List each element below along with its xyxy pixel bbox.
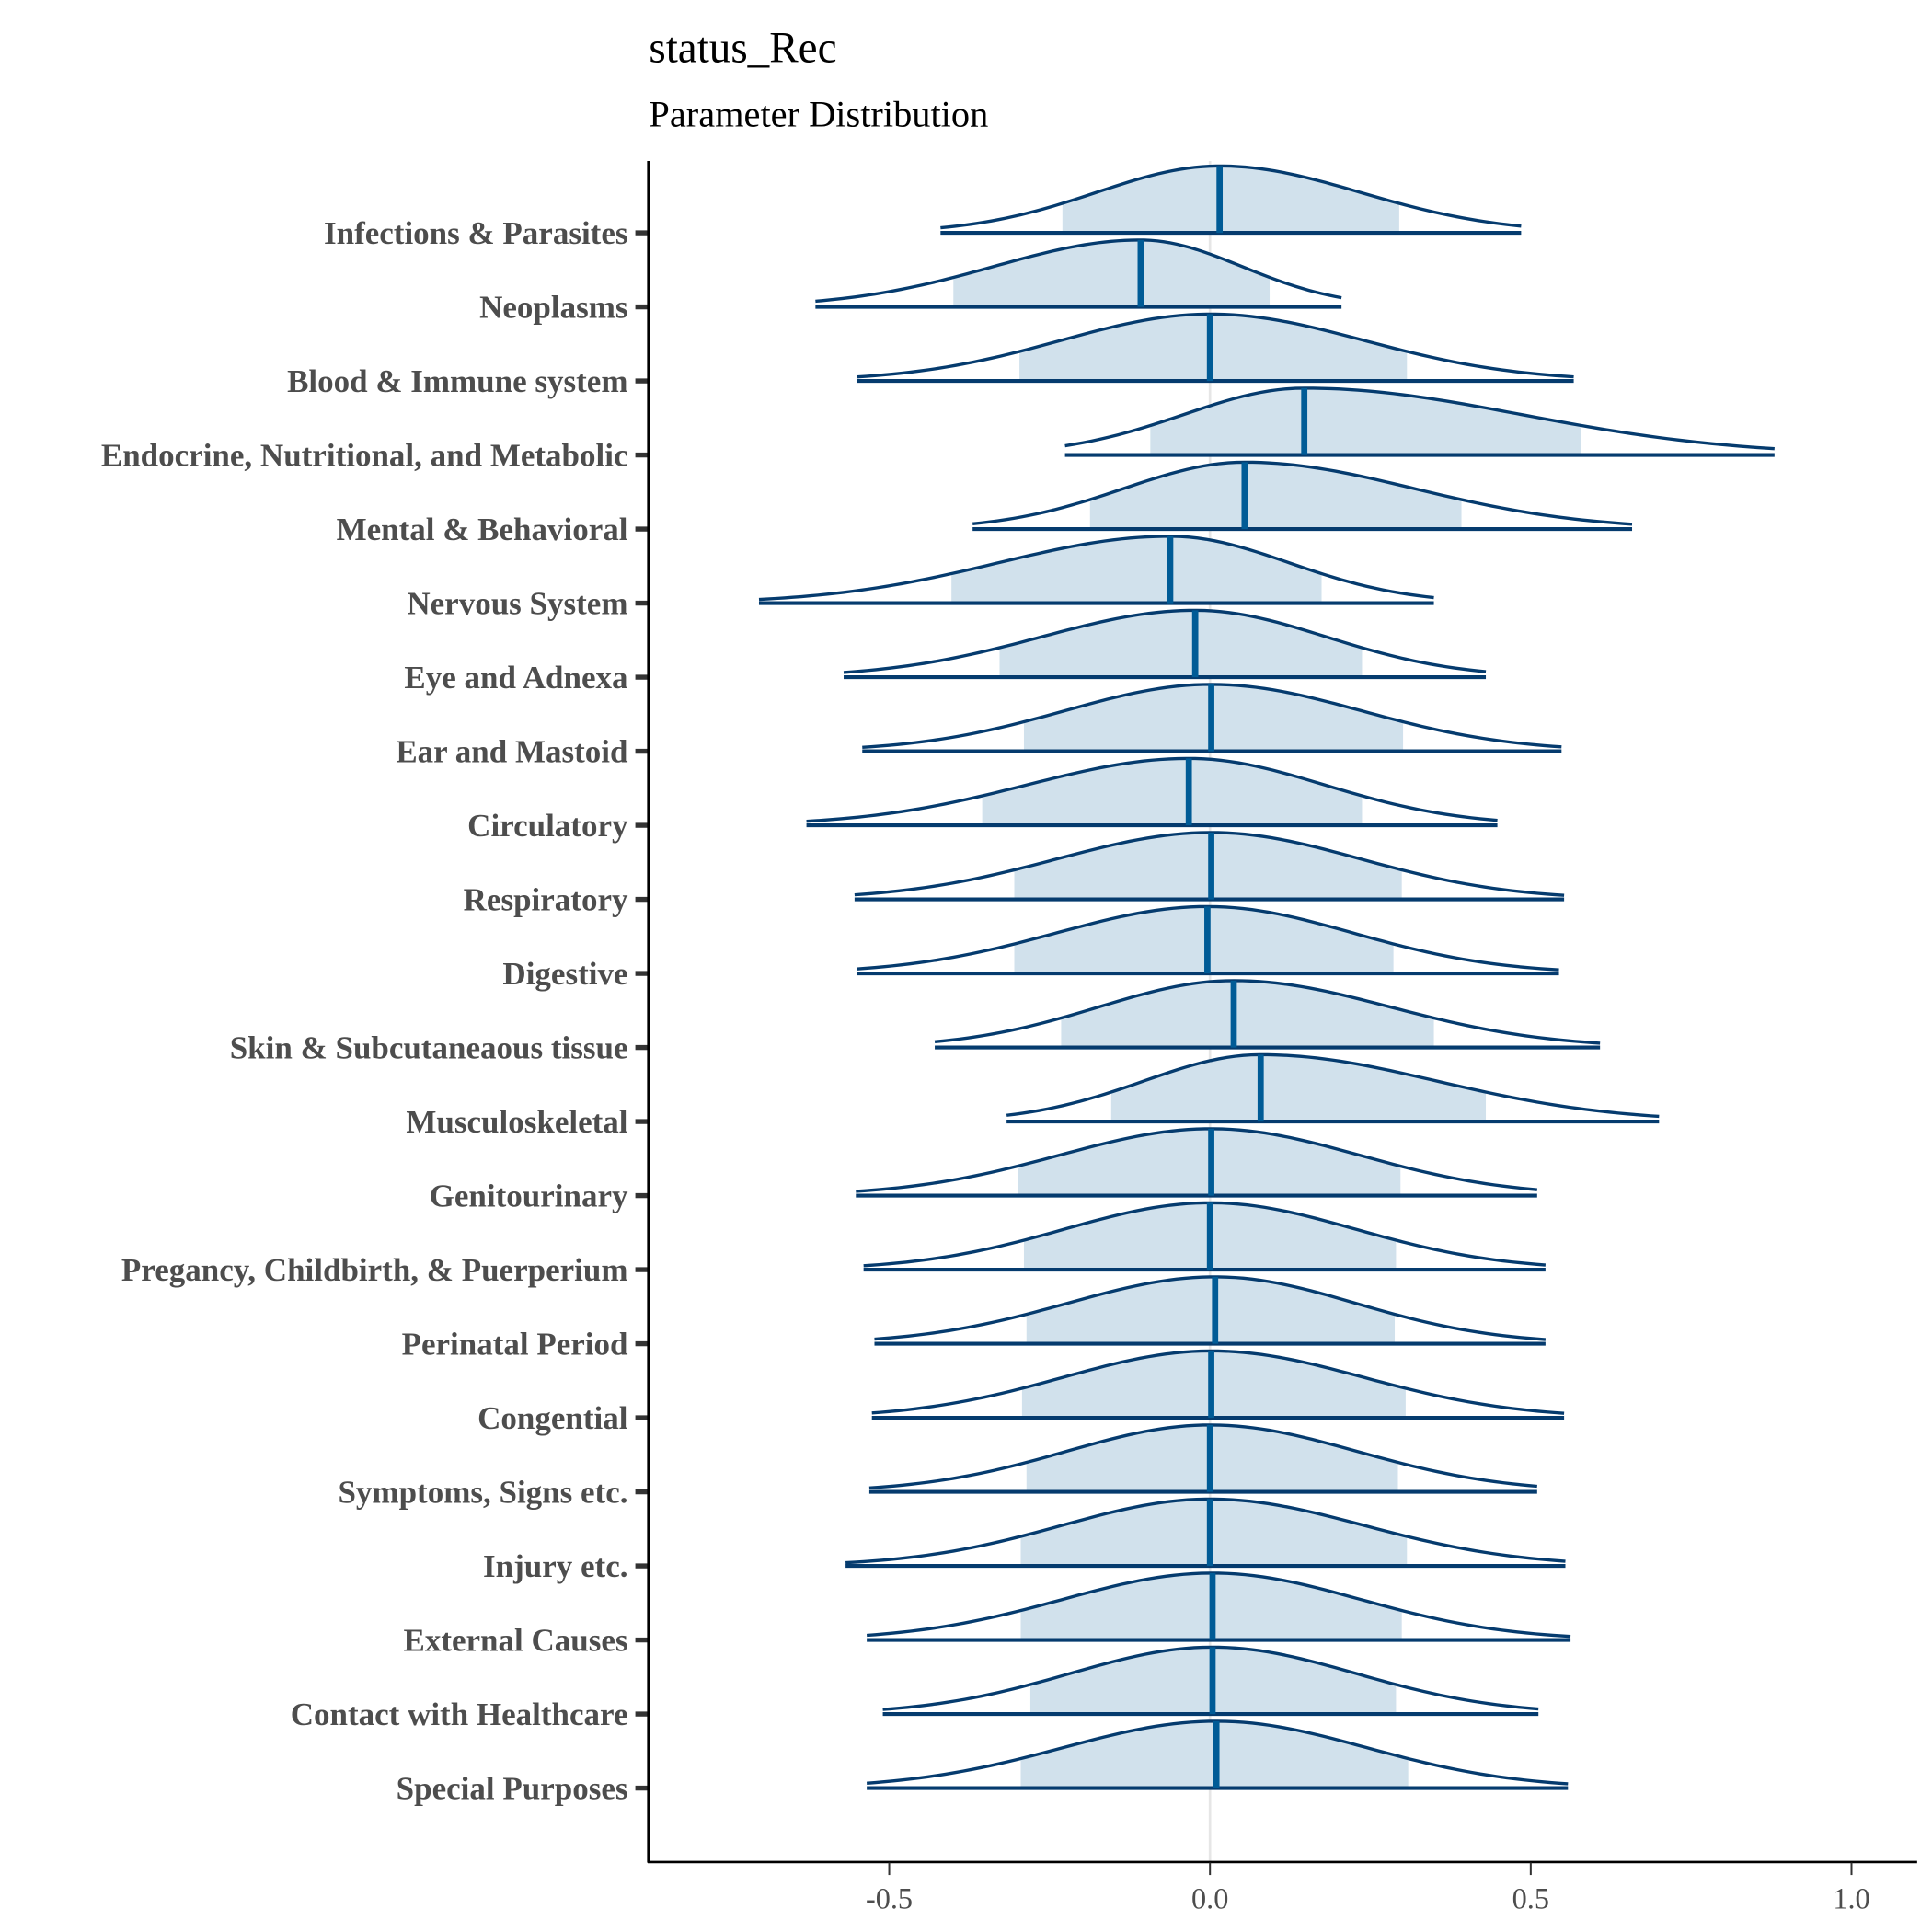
interval-area (1026, 1276, 1396, 1344)
y-tick-label: Special Purposes (397, 1771, 628, 1807)
interval-area (1014, 832, 1402, 900)
y-tick-label: Contact with Healthcare (291, 1696, 628, 1732)
ridge (806, 756, 1498, 828)
ridge (874, 1275, 1547, 1346)
density-curve (863, 1201, 1547, 1268)
chart-title: status_Rec (649, 24, 836, 72)
density-curve (868, 1423, 1537, 1489)
y-tick-label: Mental & Behavioral (337, 512, 628, 547)
density-curve (758, 535, 1434, 602)
density-curve (934, 979, 1601, 1045)
interval-area (1062, 166, 1399, 234)
y-tick-label: Eye and Adnexa (404, 660, 627, 696)
ridge (1006, 1052, 1660, 1124)
y-tick-label: Circulatory (467, 808, 628, 844)
interval-area (953, 239, 1271, 307)
ridge (815, 238, 1342, 309)
density-curve (815, 238, 1342, 304)
y-tick-label: Injury etc. (483, 1548, 627, 1584)
x-axis-ticks: -0.5 0.0 0.5 1.0 (866, 1862, 1870, 1915)
interval-area (1110, 1054, 1487, 1122)
ridge (882, 1645, 1539, 1717)
ridge (1064, 386, 1775, 457)
interval-area (1150, 387, 1581, 455)
interval-area (951, 535, 1322, 604)
density-curve (874, 1275, 1547, 1341)
y-tick-label: Ear and Mastoid (396, 734, 628, 770)
ridge (758, 535, 1434, 605)
ridge (854, 831, 1565, 902)
interval-area (1020, 1499, 1408, 1567)
y-tick-label: Skin & Subcutaneaous tissue (230, 1030, 628, 1066)
y-tick-label: Digestive (502, 956, 627, 992)
ridge (863, 1201, 1547, 1272)
density-curve (1006, 1052, 1660, 1119)
density-curve (940, 164, 1522, 230)
ridge (862, 683, 1562, 753)
density-curve (871, 1349, 1565, 1415)
ridge (934, 979, 1601, 1050)
ridge (940, 164, 1522, 236)
ridge (843, 608, 1487, 680)
y-tick-label: Symptoms, Signs etc. (338, 1475, 627, 1511)
y-tick-label: Neoplasms (479, 290, 627, 326)
ridge (857, 904, 1559, 976)
density-curve (806, 756, 1498, 823)
density-curve (843, 608, 1487, 674)
density-curve (856, 1127, 1537, 1193)
density-curve (972, 460, 1633, 526)
y-tick-label: Congential (477, 1400, 628, 1436)
chart-subtitle: Parameter Distribution (649, 93, 988, 134)
ridge (867, 1719, 1569, 1790)
ridge (857, 312, 1574, 384)
y-tick-label: Infections & Parasites (324, 215, 628, 251)
interval-area (1061, 980, 1434, 1048)
y-axis-labels: Infections & Parasites Neoplasms Blood & I… (101, 215, 649, 1807)
ridge (856, 1127, 1537, 1198)
y-tick-label: External Causes (403, 1623, 627, 1659)
density-curve (857, 312, 1574, 379)
x-tick-label: 1.0 (1833, 1881, 1869, 1915)
density-curve (845, 1497, 1566, 1565)
density-curve (867, 1571, 1571, 1639)
y-tick-label: Pregancy, Childbirth, & Puerperium (121, 1252, 628, 1288)
x-tick-label: 0.0 (1191, 1881, 1228, 1915)
interval-area (1089, 462, 1462, 530)
ridge (868, 1423, 1537, 1494)
density-curve (1064, 386, 1775, 451)
y-tick-label: Respiratory (464, 882, 628, 918)
ridge (867, 1571, 1571, 1642)
y-tick-label: Genitourinary (430, 1179, 628, 1214)
x-tick-label: 0.5 (1512, 1881, 1549, 1915)
ridge (845, 1497, 1566, 1569)
interval-area (999, 610, 1363, 678)
y-tick-label: Perinatal Period (402, 1327, 628, 1363)
interval-area (1019, 314, 1408, 382)
y-tick-label: Blood & Immune system (287, 363, 627, 399)
ridge (972, 460, 1633, 532)
interval-area (1014, 906, 1394, 974)
ridges (758, 164, 1775, 1790)
interval-area (982, 758, 1363, 826)
y-tick-label: Musculoskeletal (406, 1104, 627, 1140)
ridge (871, 1349, 1565, 1420)
y-tick-label: Nervous System (407, 586, 627, 622)
y-tick-label: Endocrine, Nutritional, and Metabolic (101, 438, 628, 474)
x-tick-label: -0.5 (866, 1881, 913, 1915)
